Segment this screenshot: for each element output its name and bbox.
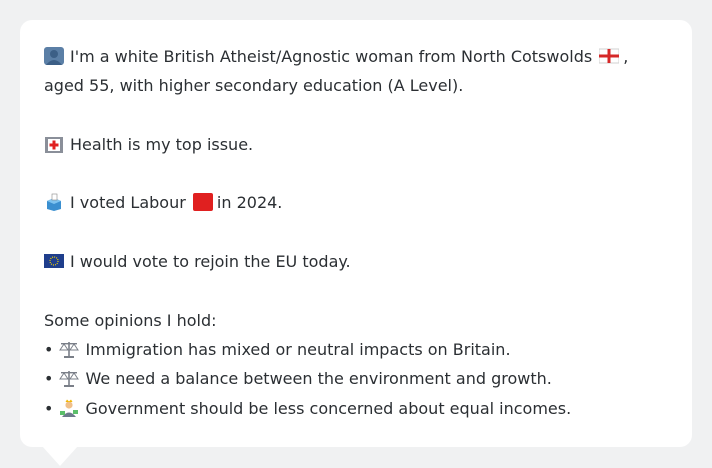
eu-line: I would vote to rejoin the EU today. (44, 247, 668, 276)
identity-line: I'm a white British Atheist/Agnostic wom… (44, 42, 668, 71)
wealthy-person-icon (60, 399, 79, 417)
red-square-icon (192, 193, 213, 212)
persona-card: I'm a white British Atheist/Agnostic wom… (20, 20, 692, 447)
identity-line-2: aged 55, with higher secondary education… (44, 71, 668, 100)
opinion-item: • Government should be less concerned ab… (44, 394, 668, 423)
eu-text: I would vote to rejoin the EU today. (70, 252, 351, 272)
opinion-text: Immigration has mixed or neutral impacts… (85, 339, 511, 359)
identity-comma: , (623, 47, 629, 66)
opinion-text: Government should be less concerned abou… (85, 398, 572, 418)
ballot-box-icon (47, 194, 61, 212)
health-text: Health is my top issue. (70, 134, 254, 154)
england-flag-icon (599, 48, 620, 64)
balance-scale-icon (59, 371, 80, 388)
balance-scale-icon (59, 341, 80, 358)
bullet: • (44, 398, 54, 418)
opinions-heading: Some opinions I hold: (44, 310, 217, 330)
speech-bubble-tail (42, 446, 78, 466)
bullet: • (44, 339, 54, 359)
identity-text: I'm a white British Atheist/Agnostic wom… (70, 47, 593, 66)
bullet: • (44, 369, 54, 389)
health-line: Health is my top issue. (44, 130, 668, 159)
vote-line: I voted Labour in 2024. (44, 188, 668, 217)
opinion-item: • We need a balance between the environm… (44, 364, 668, 393)
eu-flag-icon (44, 254, 64, 269)
opinion-item: • Immigration has mixed or neutral impac… (44, 335, 668, 364)
identity-age-education: aged 55, with higher secondary education… (44, 76, 464, 96)
hospital-icon (45, 136, 63, 153)
opinion-text: We need a balance between the environmen… (85, 369, 552, 389)
vote-year-text: in 2024. (216, 193, 283, 213)
vote-text: I voted Labour (70, 193, 186, 213)
person-silhouette-icon (44, 47, 64, 65)
